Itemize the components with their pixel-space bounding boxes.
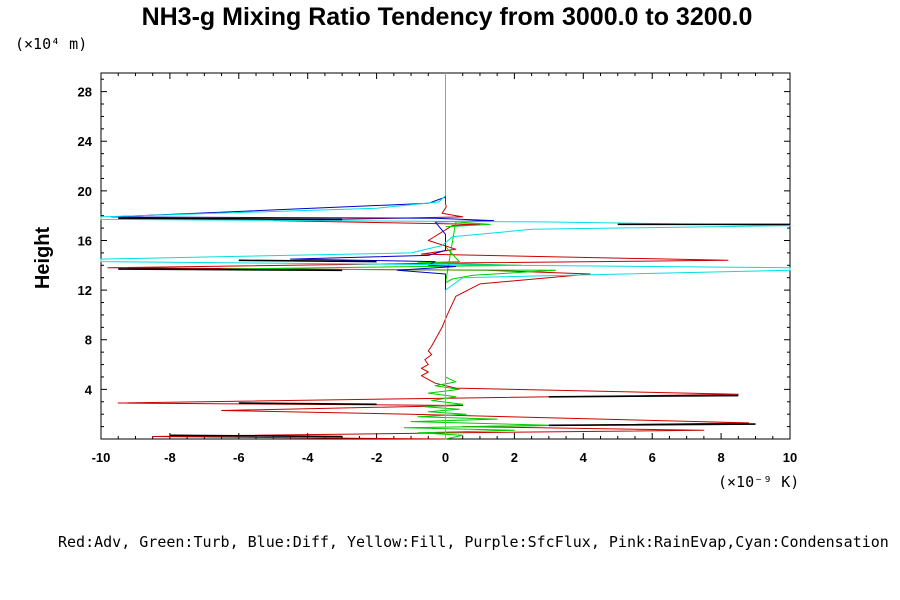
x-unit-label: (×10⁻⁹ K) <box>718 473 799 491</box>
x-tick-label: 2 <box>511 450 518 465</box>
x-tick-label: 6 <box>649 450 656 465</box>
y-unit-label: (×10⁴ m) <box>15 35 87 53</box>
series-segment-black-total <box>118 268 343 272</box>
series-line-turb <box>403 327 557 440</box>
x-tick-label: -10 <box>92 450 111 465</box>
x-tick-label: -6 <box>233 450 245 465</box>
series-line-condensation <box>100 73 791 439</box>
y-tick-label: 24 <box>78 134 93 149</box>
y-tick-label: 4 <box>85 382 93 397</box>
series-layer <box>100 73 791 440</box>
x-tick-label: -2 <box>371 450 383 465</box>
series-segment-black-total <box>118 217 343 221</box>
series-segment-black-total <box>238 259 377 263</box>
series-segment-black-total <box>548 394 739 398</box>
y-tick-label: 20 <box>78 184 92 199</box>
y-tick-label: 16 <box>78 233 92 248</box>
y-tick-label: 28 <box>78 85 92 100</box>
x-tick-label: 8 <box>717 450 724 465</box>
axis-ticks <box>100 73 791 440</box>
series-segment-black-total <box>238 402 377 406</box>
series-segment-black-total <box>169 434 343 438</box>
series-line-diff <box>110 73 495 439</box>
y-tick-label: 12 <box>78 283 92 298</box>
series-line-turb-upper <box>221 221 557 284</box>
x-tick-label: 10 <box>783 450 797 465</box>
series-line-adv <box>107 73 750 440</box>
chart-title: NH3-g Mixing Ratio Tendency from 3000.0 … <box>142 3 753 31</box>
legend: Red:Adv, Green:Turb, Blue:Diff, Yellow:F… <box>58 533 889 551</box>
x-tick-label: -4 <box>302 450 314 465</box>
x-tick-label: 0 <box>442 450 449 465</box>
y-axis-label: Height <box>32 227 54 290</box>
x-tick-label: 4 <box>580 450 588 465</box>
y-tick-label: 8 <box>85 333 92 348</box>
x-tick-label: -8 <box>164 450 176 465</box>
series-segment-black-total <box>548 423 756 427</box>
